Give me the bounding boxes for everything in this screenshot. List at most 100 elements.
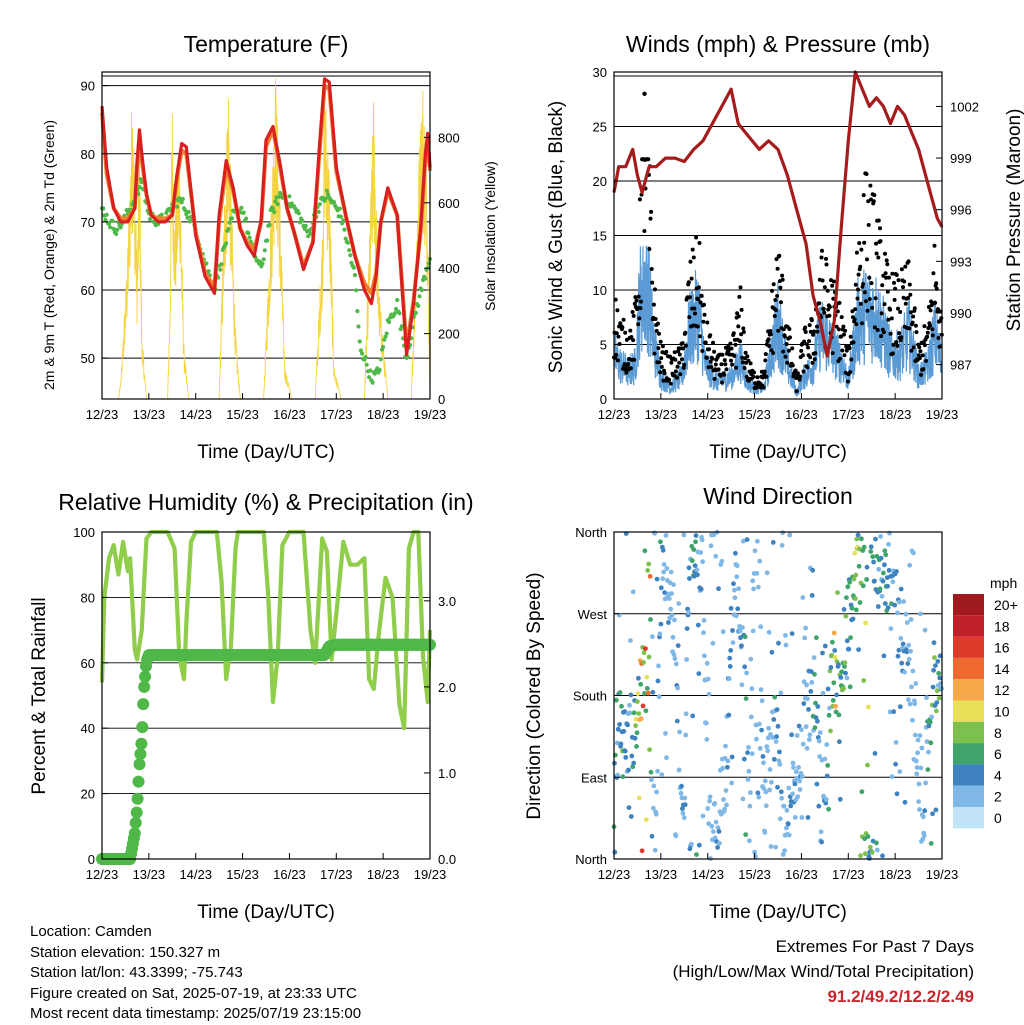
gust-point bbox=[819, 255, 824, 260]
dewpoint-point bbox=[341, 218, 346, 223]
wind-direction-point bbox=[706, 691, 712, 697]
dewpoint-point bbox=[108, 225, 113, 230]
wind-direction-point bbox=[898, 636, 904, 641]
gust-point bbox=[629, 335, 634, 339]
wind-direction-point bbox=[643, 817, 649, 822]
gust-point bbox=[740, 360, 745, 365]
wind-direction-point bbox=[716, 829, 722, 834]
wind-direction-point bbox=[833, 703, 838, 709]
gust-point bbox=[633, 295, 638, 300]
dewpoint-point bbox=[267, 222, 272, 228]
dewpoint-point bbox=[323, 196, 328, 201]
wind-direction-point bbox=[832, 648, 838, 653]
gust-point bbox=[793, 368, 798, 373]
wind-direction-point bbox=[907, 562, 913, 568]
wind-direction-point bbox=[730, 640, 736, 645]
dewpoint-point bbox=[180, 196, 185, 202]
wind-direction-point bbox=[627, 710, 633, 716]
temperature-x-tick-label: 18/23 bbox=[367, 407, 400, 422]
wind-direction-point bbox=[676, 601, 682, 606]
gust-point bbox=[669, 360, 674, 365]
wind-direction-point bbox=[745, 750, 750, 756]
gust-point bbox=[921, 367, 926, 372]
gust-point bbox=[613, 297, 618, 302]
gust-point bbox=[899, 335, 904, 340]
wind-direction-point bbox=[645, 690, 651, 696]
wind-direction-point bbox=[704, 660, 710, 666]
wind-direction-point bbox=[837, 739, 842, 745]
wind-direction-point bbox=[917, 807, 922, 812]
wind-direction-point bbox=[775, 723, 781, 729]
temperature-y-axis-label: 2m & 9m T (Red, Orange) & 2m Td (Green) bbox=[41, 120, 57, 390]
winds-y-axis-label: Sonic Wind & Gust (Blue, Black) bbox=[546, 101, 567, 373]
dewpoint-point bbox=[226, 226, 231, 232]
winds-y2-tick-label: 993 bbox=[950, 254, 972, 269]
wind-direction-point bbox=[934, 708, 939, 714]
dewpoint-point bbox=[338, 214, 344, 219]
humidity-x-tick-label: 17/23 bbox=[320, 867, 353, 882]
gust-point bbox=[766, 337, 771, 342]
legend-label: 4 bbox=[994, 767, 1002, 783]
gust-point bbox=[763, 352, 768, 357]
wind-direction-point bbox=[666, 596, 672, 601]
wind-direction-point bbox=[751, 586, 756, 592]
gust-point bbox=[906, 259, 911, 264]
wind-direction-point bbox=[766, 629, 772, 635]
wind-direction-point bbox=[803, 724, 809, 730]
wind-direction-point bbox=[926, 749, 931, 755]
gust-point bbox=[628, 366, 633, 371]
wind-direction-point bbox=[612, 849, 618, 855]
gust-point bbox=[653, 287, 657, 292]
wind-direction-point bbox=[813, 715, 819, 721]
direction-x-tick-label: 14/23 bbox=[691, 867, 724, 882]
wind-direction-point bbox=[633, 723, 638, 729]
wind-direction-point bbox=[755, 584, 761, 590]
wind-direction-point bbox=[731, 581, 736, 587]
wind-direction-point bbox=[672, 617, 677, 623]
gust-point bbox=[652, 351, 657, 356]
gust-point bbox=[868, 183, 873, 188]
wind-direction-point bbox=[671, 582, 676, 587]
wind-direction-point bbox=[799, 727, 804, 733]
wind-direction-point bbox=[908, 648, 913, 654]
wind-direction-point bbox=[864, 564, 870, 570]
legend-label: 18 bbox=[994, 618, 1010, 634]
wind-direction-point bbox=[730, 628, 735, 633]
direction-x-tick-label: 19/23 bbox=[926, 867, 959, 882]
gust-point bbox=[702, 312, 707, 317]
dewpoint-point bbox=[103, 217, 108, 222]
gust-point bbox=[807, 339, 812, 344]
wind-direction-point bbox=[746, 768, 752, 774]
gust-point bbox=[781, 327, 786, 332]
gust-point bbox=[803, 325, 808, 330]
wind-direction-point bbox=[695, 622, 701, 628]
dewpoint-point bbox=[372, 371, 377, 376]
winds-x-tick-label: 13/23 bbox=[645, 407, 678, 422]
gust-point bbox=[677, 360, 682, 365]
wind-direction-point bbox=[675, 685, 681, 691]
wind-direction-point bbox=[934, 688, 940, 694]
dewpoint-point bbox=[355, 309, 360, 314]
wind-direction-point bbox=[638, 716, 644, 722]
gust-point bbox=[738, 339, 742, 344]
wind-direction-point bbox=[694, 567, 700, 573]
wind-direction-point bbox=[847, 684, 853, 690]
dewpoint-point bbox=[392, 311, 397, 316]
gust-point bbox=[637, 197, 642, 202]
gust-point bbox=[650, 280, 655, 285]
gust-point bbox=[861, 282, 866, 286]
dewpoint-point bbox=[303, 223, 308, 228]
wind-direction-point bbox=[643, 646, 648, 651]
wind-direction-point bbox=[796, 765, 801, 770]
dewpoint-point bbox=[241, 210, 246, 215]
wind-direction-point bbox=[828, 728, 833, 734]
wind-direction-point bbox=[742, 634, 748, 640]
wind-direction-point bbox=[728, 648, 734, 653]
wind-direction-point bbox=[778, 690, 784, 696]
gust-point bbox=[694, 235, 699, 240]
gust-point bbox=[733, 342, 738, 347]
gust-point bbox=[848, 370, 853, 375]
gust-point bbox=[872, 325, 877, 330]
wind-direction-point bbox=[621, 728, 627, 734]
wind-direction-point bbox=[706, 821, 712, 827]
